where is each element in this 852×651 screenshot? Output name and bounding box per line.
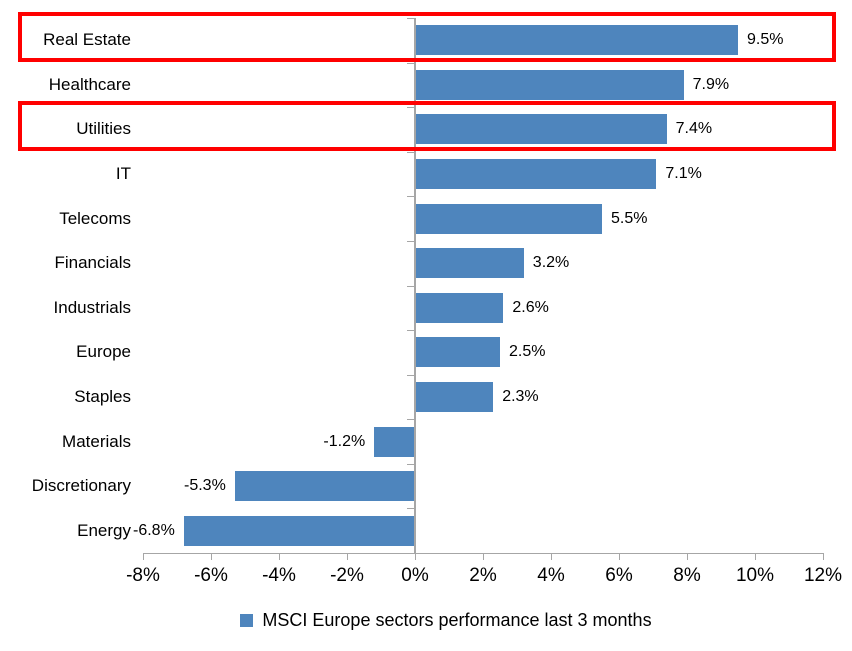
x-tick-label-8-: 8%	[673, 565, 701, 586]
category-label-real-estate: Real Estate	[43, 30, 131, 50]
value-axis-tick	[279, 553, 280, 560]
value-label-discretionary: -5.3%	[184, 477, 226, 495]
x-tick-label--8-: -8%	[126, 565, 160, 586]
category-label-europe: Europe	[76, 342, 131, 362]
category-axis-tick	[407, 374, 414, 376]
x-tick-label-2-: 2%	[469, 565, 497, 586]
value-axis-tick	[687, 553, 688, 560]
value-axis-tick	[347, 553, 348, 560]
value-label-healthcare: 7.9%	[692, 75, 730, 93]
x-tick-label-12-: 12%	[803, 565, 843, 586]
bar-materials	[374, 426, 415, 457]
category-label-staples: Staples	[74, 386, 131, 406]
bar-discretionary	[234, 471, 415, 502]
category-label-energy: Energy	[77, 520, 131, 540]
bar-utilities	[415, 114, 667, 145]
category-axis-tick	[407, 240, 414, 242]
value-axis-tick	[143, 553, 144, 560]
value-label-it: 7.1%	[665, 165, 702, 183]
category-axis-tick	[407, 107, 414, 109]
x-tick-label--6-: -6%	[194, 565, 228, 586]
category-label-industrials: Industrials	[53, 297, 131, 317]
category-label-telecoms: Telecoms	[59, 208, 131, 228]
legend-label: MSCI Europe sectors performance last 3 m…	[262, 610, 652, 630]
value-axis-tick	[551, 553, 552, 560]
category-label-utilities: Utilities	[76, 119, 131, 139]
category-axis-tick	[407, 151, 414, 153]
x-tick-label-0-: 0%	[401, 565, 429, 586]
value-label-financials: 3.2%	[532, 254, 570, 272]
category-axis-tick	[407, 508, 414, 510]
x-tick-label--4-: -4%	[262, 565, 296, 586]
category-axis-tick	[407, 62, 414, 64]
bar-staples	[415, 381, 494, 412]
category-label-financials: Financials	[54, 253, 131, 273]
category-axis-tick	[407, 419, 414, 421]
x-tick-label-4-: 4%	[537, 565, 565, 586]
value-axis-tick	[755, 553, 756, 560]
category-axis-tick	[407, 330, 414, 332]
value-label-energy: -6.8%	[133, 521, 175, 539]
value-axis-tick	[823, 553, 824, 560]
x-tick-label-10-: 10%	[735, 565, 775, 586]
bar-financials	[415, 248, 524, 279]
value-label-telecoms: 5.5%	[611, 209, 648, 227]
category-axis-tick	[407, 18, 414, 19]
bar-real-estate	[415, 25, 738, 56]
value-axis-tick	[619, 553, 620, 560]
category-axis-line	[414, 18, 416, 553]
bar-healthcare	[415, 69, 684, 100]
value-label-industrials: 2.6%	[512, 298, 549, 316]
value-axis-tick	[415, 553, 416, 560]
x-tick-label--2-: -2%	[330, 565, 364, 586]
category-label-healthcare: Healthcare	[48, 74, 131, 94]
value-label-real-estate: 9.5%	[747, 31, 784, 49]
category-label-discretionary: Discretionary	[31, 476, 131, 496]
legend-series-swatch	[240, 614, 254, 627]
bar-europe	[415, 337, 500, 368]
category-label-it: IT	[115, 164, 131, 184]
bar-telecoms	[415, 203, 602, 234]
category-label-materials: Materials	[62, 431, 131, 451]
value-label-utilities: 7.4%	[675, 120, 713, 138]
value-label-europe: 2.5%	[509, 343, 546, 361]
legend: MSCI Europe sectors performance last 3 m…	[20, 610, 852, 631]
value-label-staples: 2.3%	[502, 387, 539, 405]
value-axis-tick	[483, 553, 484, 560]
bar-energy	[183, 515, 415, 546]
value-axis-tick	[211, 553, 212, 560]
category-axis-tick	[407, 285, 414, 287]
value-label-materials: -1.2%	[323, 432, 366, 450]
x-tick-label-6-: 6%	[605, 565, 633, 586]
category-axis-tick	[407, 463, 414, 465]
bar-industrials	[415, 292, 504, 323]
category-axis-tick	[407, 196, 414, 198]
bar-it	[415, 159, 657, 190]
